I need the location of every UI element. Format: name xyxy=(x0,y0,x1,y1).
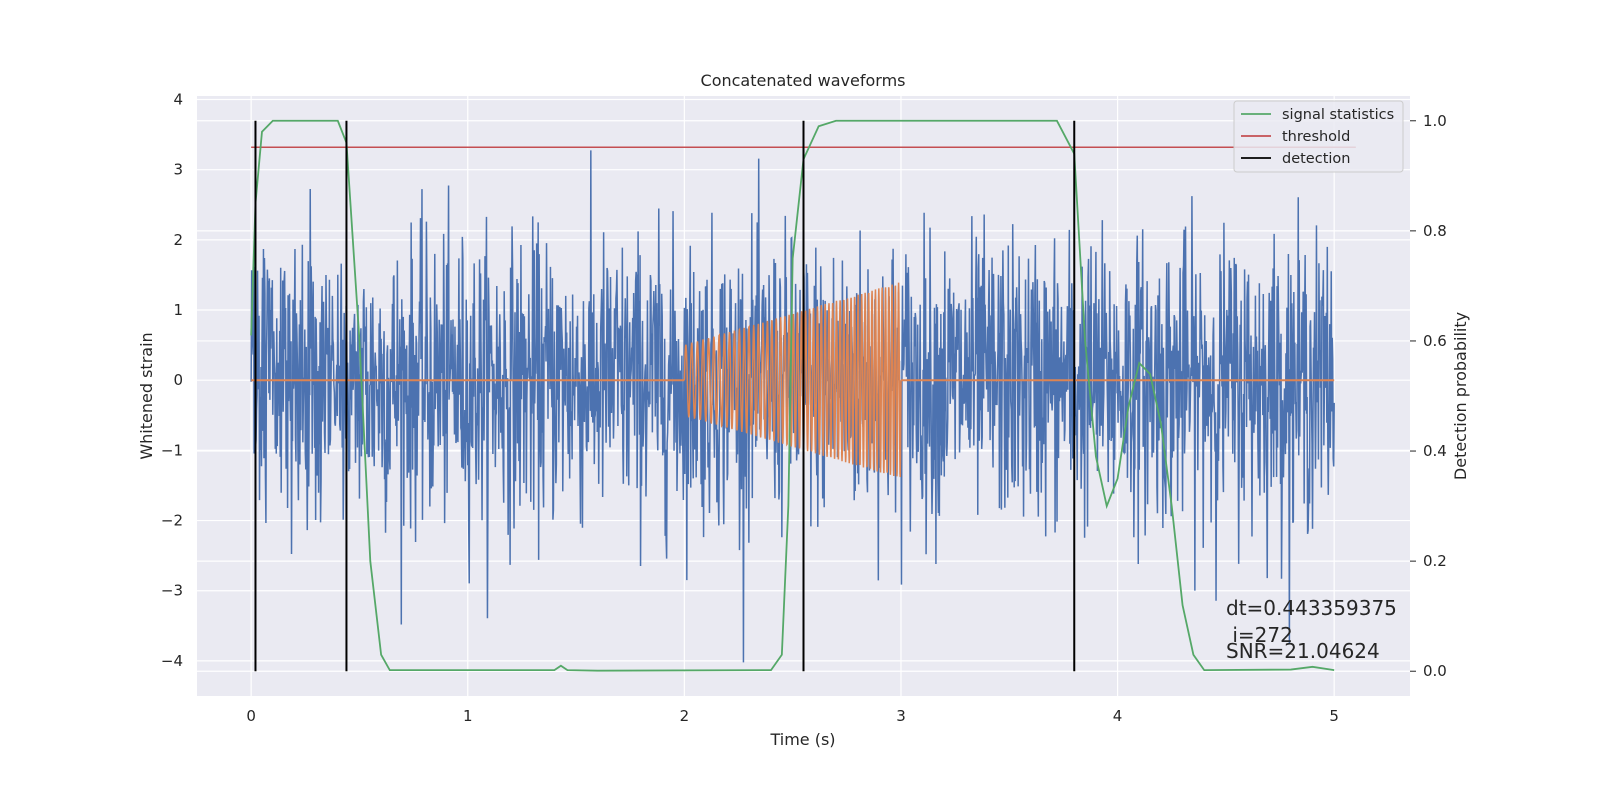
y2-tick-label: 0.8 xyxy=(1423,222,1447,240)
y-tick-label: −4 xyxy=(161,652,183,670)
x-tick-label: 2 xyxy=(680,707,690,725)
y-tick-label: 1 xyxy=(173,301,183,319)
y-axis-label: Whitened strain xyxy=(137,332,156,459)
y-tick-label: −2 xyxy=(161,512,183,530)
legend-box xyxy=(1233,100,1404,173)
x-tick-label: 4 xyxy=(1113,707,1123,725)
x-tick-label: 3 xyxy=(896,707,906,725)
annotation-snr: SNR=21.04624 xyxy=(1226,639,1380,663)
y-tick-label: 4 xyxy=(173,91,183,109)
y2-tick-label: 0.6 xyxy=(1423,332,1447,350)
y2-tick-label: 1.0 xyxy=(1423,112,1447,130)
legend-label-detection: detection xyxy=(1282,151,1350,167)
legend: signal statistics threshold detection xyxy=(1233,100,1404,173)
y-tick-label: 0 xyxy=(173,371,183,389)
y2-axis-ticks: 0.0 0.2 0.4 0.6 0.8 1.0 xyxy=(1410,112,1447,680)
y2-axis-label: Detection probability xyxy=(1451,312,1470,480)
legend-label-signal-statistics: signal statistics xyxy=(1282,107,1394,123)
annotation-dt: dt=0.443359375 xyxy=(1226,596,1397,620)
annotation-index: i=272 xyxy=(1226,623,1293,647)
y-tick-label: −1 xyxy=(161,441,183,459)
detection-lines xyxy=(254,120,1076,672)
y-axis-ticks: −4 −3 −2 −1 0 1 2 3 4 xyxy=(161,91,183,670)
y-tick-label: 2 xyxy=(173,231,183,249)
y2-tick-label: 0.0 xyxy=(1423,662,1447,680)
y2-tick-label: 0.2 xyxy=(1423,552,1447,570)
x-tick-label: 0 xyxy=(246,707,256,725)
x-tick-label: 1 xyxy=(463,707,473,725)
x-tick-label: 5 xyxy=(1329,707,1339,725)
legend-label-threshold: threshold xyxy=(1282,129,1350,145)
x-axis-ticks: 0 1 2 3 4 5 xyxy=(246,707,1339,725)
injection-series-line xyxy=(683,282,902,478)
x-axis-label: Time (s) xyxy=(769,730,835,749)
y-tick-label: 3 xyxy=(173,161,183,179)
y2-tick-label: 0.4 xyxy=(1423,442,1447,460)
y-tick-label: −3 xyxy=(161,582,183,600)
chart-title: Concatenated waveforms xyxy=(701,71,906,90)
